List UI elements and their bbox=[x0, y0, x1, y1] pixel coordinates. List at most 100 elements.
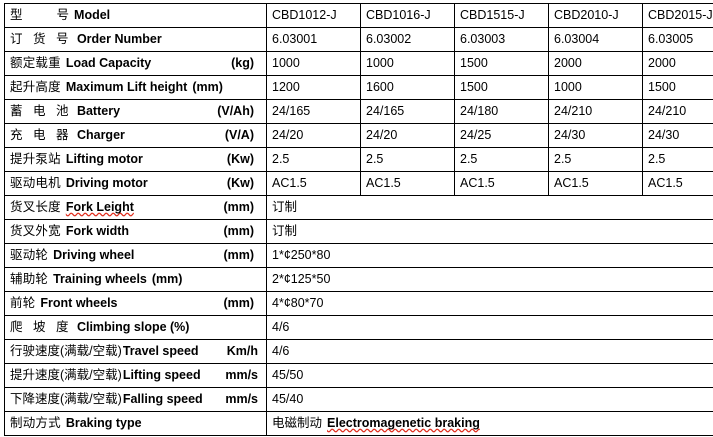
row-value-text: 订制 bbox=[272, 225, 713, 238]
row-label-cn: 蓄 电 池 bbox=[10, 105, 72, 118]
row-value-cell: 1500 bbox=[455, 52, 549, 76]
row-label-unit: (mm) bbox=[152, 273, 183, 286]
row-value-cell: 6.03004 bbox=[549, 28, 643, 52]
row-value-en: Electromagenetic braking bbox=[327, 416, 480, 430]
row-value-cell: 2.5 bbox=[267, 148, 361, 172]
row-value-cell: 1200 bbox=[267, 76, 361, 100]
row-value-cell: AC1.5 bbox=[361, 172, 455, 196]
row-value-cell: CBD1515-J bbox=[455, 4, 549, 28]
row-label-cell: 订 货 号 Order Number bbox=[5, 28, 267, 52]
row-label-en: Battery bbox=[77, 105, 120, 118]
row-label-unit: mm/s bbox=[225, 393, 266, 406]
row-value-cell: 6.03001 bbox=[267, 28, 361, 52]
row-value-merged: 4*¢80*70 bbox=[267, 292, 713, 316]
row-value-cell: 24/210 bbox=[549, 100, 643, 124]
row-label-unit: (kg) bbox=[231, 57, 266, 70]
row-label-en: Model bbox=[74, 9, 110, 22]
row-label-en: Maximum Lift height bbox=[66, 81, 188, 94]
row-label-cn: 提升速度(满载/空载) bbox=[10, 369, 122, 382]
row-label-unit: Km/h bbox=[227, 345, 266, 358]
row-value-cell: 1500 bbox=[455, 76, 549, 100]
row-value-text: 2*¢125*50 bbox=[272, 273, 713, 286]
row-label-cell: 爬 坡 度 Climbing slope (%) bbox=[5, 316, 267, 340]
row-value-cn: 电磁制动 bbox=[272, 416, 322, 430]
row-label-cn: 下降速度(满载/空载) bbox=[10, 393, 122, 406]
row-value-cell: 6.03003 bbox=[455, 28, 549, 52]
row-value-cell: CBD1016-J bbox=[361, 4, 455, 28]
row-value-text: 4*¢80*70 bbox=[272, 297, 713, 310]
row-label-en: Order Number bbox=[77, 33, 162, 46]
row-value-cell: CBD2010-J bbox=[549, 4, 643, 28]
row-value-cell: 1600 bbox=[361, 76, 455, 100]
table-row: 提升速度(满载/空载)Lifting speed mm/s 45/50 bbox=[5, 364, 713, 388]
row-value-cell: 24/20 bbox=[361, 124, 455, 148]
row-label-cell: 制动方式 Braking type bbox=[5, 412, 267, 436]
row-value-cell: 24/30 bbox=[643, 124, 713, 148]
row-value-cell: 24/25 bbox=[455, 124, 549, 148]
row-value-cell: 2000 bbox=[643, 52, 713, 76]
row-label-cn: 订 货 号 bbox=[10, 33, 72, 46]
row-label-cn: 充 电 器 bbox=[10, 129, 72, 142]
row-value-merged: 4/6 bbox=[267, 340, 713, 364]
row-value-text: 1*¢250*80 bbox=[272, 249, 713, 262]
row-value-cell: 24/20 bbox=[267, 124, 361, 148]
row-value-cell: 6.03005 bbox=[643, 28, 713, 52]
row-value-text: 4/6 bbox=[272, 345, 713, 358]
row-label-unit: (mm) bbox=[223, 225, 266, 238]
row-label-cn: 提升泵站 bbox=[10, 153, 61, 166]
row-label-unit: (mm) bbox=[192, 81, 223, 94]
row-label-en: Lifting speed bbox=[123, 369, 201, 382]
row-label-unit: mm/s bbox=[225, 369, 266, 382]
row-label-cn: 前轮 bbox=[10, 297, 35, 310]
row-label-unit: (mm) bbox=[223, 249, 266, 262]
row-label-en: Braking type bbox=[66, 417, 142, 430]
row-label-en: Fork Leight bbox=[66, 201, 134, 214]
row-label-en: Charger bbox=[77, 129, 125, 142]
row-label-en: Driving motor bbox=[66, 177, 148, 190]
row-value-text: 45/40 bbox=[272, 393, 713, 406]
row-value-cell: 1000 bbox=[361, 52, 455, 76]
row-label-cn: 爬 坡 度 bbox=[10, 321, 72, 334]
row-label-cn: 行驶速度(满载/空载) bbox=[10, 345, 122, 358]
row-value-text: 45/50 bbox=[272, 369, 713, 382]
row-label-cn: 起升高度 bbox=[10, 81, 61, 94]
row-label-unit: (Kw) bbox=[227, 153, 266, 166]
row-value-text: 4/6 bbox=[272, 321, 713, 334]
row-value-text: 订制 bbox=[272, 201, 713, 214]
row-value-cell: 24/210 bbox=[643, 100, 713, 124]
row-value-cell: CBD1012-J bbox=[267, 4, 361, 28]
row-value-cell: 1000 bbox=[267, 52, 361, 76]
row-value-cell: AC1.5 bbox=[267, 172, 361, 196]
row-value-merged: 订制 bbox=[267, 220, 713, 244]
row-label-en: Training wheels bbox=[53, 273, 147, 286]
row-value-cell: 24/180 bbox=[455, 100, 549, 124]
row-value-cell: 6.03002 bbox=[361, 28, 455, 52]
row-value-cell: AC1.5 bbox=[549, 172, 643, 196]
row-value-cell: 2.5 bbox=[455, 148, 549, 172]
row-label-en: Lifting motor bbox=[66, 153, 143, 166]
row-value-merged: 4/6 bbox=[267, 316, 713, 340]
row-label-cn: 制动方式 bbox=[10, 417, 61, 430]
row-value-cell: 1500 bbox=[643, 76, 713, 100]
row-value-cell: 2.5 bbox=[549, 148, 643, 172]
row-label-cn: 驱动电机 bbox=[10, 177, 61, 190]
row-label-en: Climbing slope (%) bbox=[77, 321, 190, 334]
